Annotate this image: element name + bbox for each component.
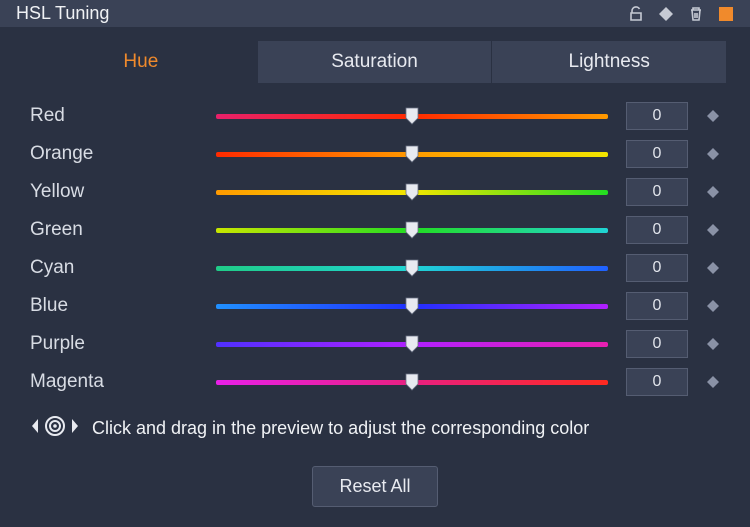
color-chip-icon[interactable] (718, 6, 734, 22)
hue-slider[interactable] (216, 220, 608, 240)
tab-saturation[interactable]: Saturation (258, 41, 493, 83)
tab-lightness[interactable]: Lightness (492, 41, 726, 83)
hint-row: Click and drag in the preview to adjust … (0, 401, 750, 448)
channel-rows: Red0Orange0Yellow0Green0Cyan0Blue0Purple… (0, 93, 750, 401)
slider-thumb[interactable] (405, 183, 419, 201)
tab-hue[interactable]: Hue (24, 41, 258, 83)
hint-text: Click and drag in the preview to adjust … (92, 418, 589, 439)
panel-title: HSL Tuning (16, 3, 109, 24)
slider-thumb[interactable] (405, 221, 419, 239)
hsl-tuning-panel: HSL Tuning Hue Saturation Lightness Red 0… (0, 0, 750, 527)
value-input[interactable]: 0 (626, 102, 688, 130)
keyframe-icon[interactable] (706, 337, 720, 351)
panel-header: HSL Tuning (0, 0, 750, 27)
slider-thumb[interactable] (405, 107, 419, 125)
channel-label: Green (30, 219, 198, 241)
slider-thumb[interactable] (405, 145, 419, 163)
unlock-icon[interactable] (628, 6, 644, 22)
hue-slider[interactable] (216, 106, 608, 126)
channel-label: Cyan (30, 257, 198, 279)
hue-slider[interactable] (216, 258, 608, 278)
reset-all-button[interactable]: Reset All (312, 466, 437, 507)
slider-thumb[interactable] (405, 297, 419, 315)
channel-row: Red 0 (30, 97, 720, 135)
hue-slider[interactable] (216, 144, 608, 164)
keyframe-icon[interactable] (706, 185, 720, 199)
channel-label: Orange (30, 143, 198, 165)
keyframe-icon[interactable] (706, 375, 720, 389)
slider-thumb[interactable] (405, 373, 419, 391)
value-input[interactable]: 0 (626, 330, 688, 358)
keyframe-icon[interactable] (706, 299, 720, 313)
keyframe-icon[interactable] (706, 147, 720, 161)
channel-row: Orange 0 (30, 135, 720, 173)
value-input[interactable]: 0 (626, 178, 688, 206)
trash-icon[interactable] (688, 6, 704, 22)
channel-label: Purple (30, 333, 198, 355)
channel-label: Yellow (30, 181, 198, 203)
value-input[interactable]: 0 (626, 254, 688, 282)
hue-slider[interactable] (216, 372, 608, 392)
channel-label: Red (30, 105, 198, 127)
slider-thumb[interactable] (405, 259, 419, 277)
target-scrub-icon[interactable] (30, 415, 80, 442)
channel-label: Blue (30, 295, 198, 317)
hue-slider[interactable] (216, 182, 608, 202)
tabs: Hue Saturation Lightness (24, 41, 726, 83)
value-input[interactable]: 0 (626, 216, 688, 244)
keyframe-icon[interactable] (706, 261, 720, 275)
channel-row: Green 0 (30, 211, 720, 249)
diamond-icon[interactable] (658, 6, 674, 22)
hue-slider[interactable] (216, 296, 608, 316)
footer: Reset All (0, 448, 750, 527)
slider-thumb[interactable] (405, 335, 419, 353)
value-input[interactable]: 0 (626, 368, 688, 396)
header-actions (628, 6, 734, 22)
channel-row: Purple 0 (30, 325, 720, 363)
channel-row: Yellow 0 (30, 173, 720, 211)
hue-slider[interactable] (216, 334, 608, 354)
keyframe-icon[interactable] (706, 109, 720, 123)
channel-label: Magenta (30, 371, 198, 393)
channel-row: Magenta 0 (30, 363, 720, 401)
channel-row: Blue 0 (30, 287, 720, 325)
keyframe-icon[interactable] (706, 223, 720, 237)
value-input[interactable]: 0 (626, 140, 688, 168)
channel-row: Cyan 0 (30, 249, 720, 287)
value-input[interactable]: 0 (626, 292, 688, 320)
